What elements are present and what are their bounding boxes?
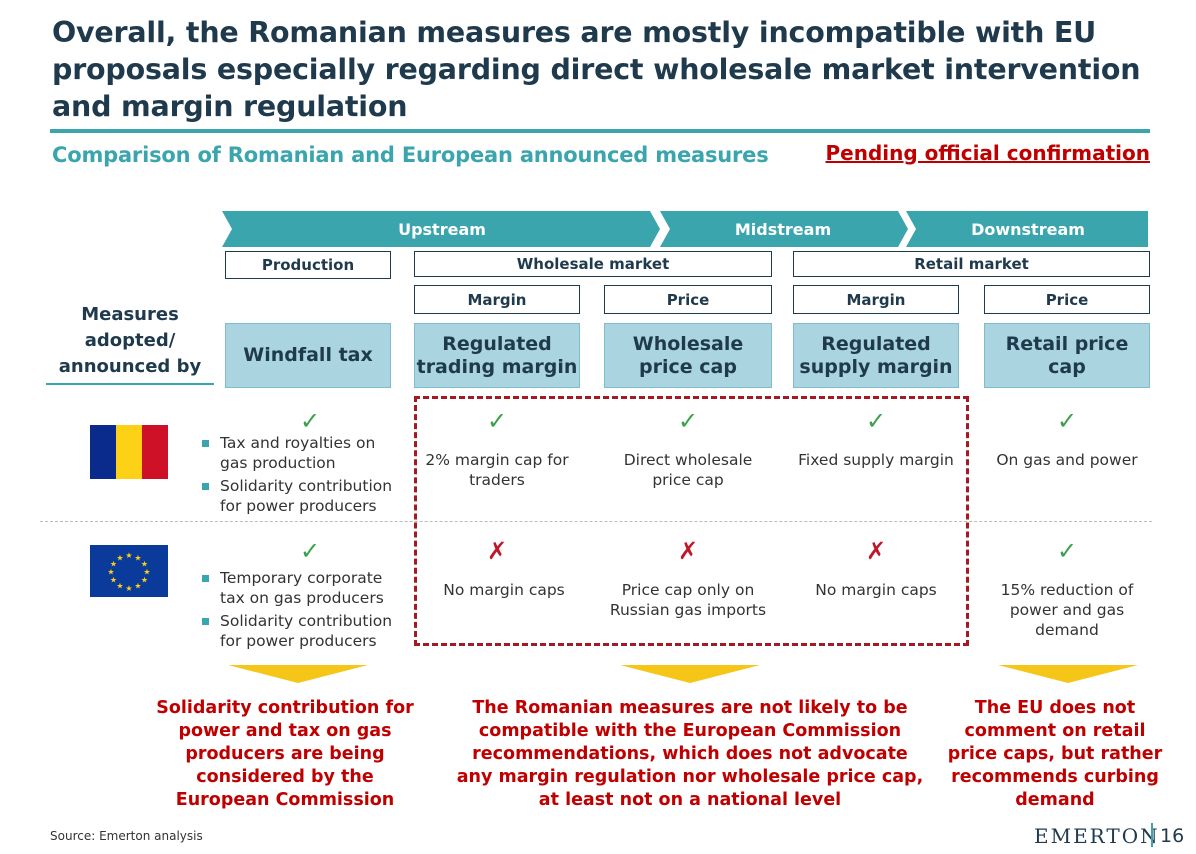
svg-text:★: ★ bbox=[141, 576, 148, 585]
eu-trading-margin: No margin caps bbox=[443, 581, 565, 599]
pending-confirmation-note: Pending official confirmation bbox=[825, 141, 1150, 165]
segment-production: Production bbox=[225, 251, 391, 279]
midstream-label: Midstream bbox=[735, 220, 831, 239]
svg-text:★: ★ bbox=[116, 554, 123, 563]
cross-icon: ✗ bbox=[677, 537, 699, 565]
right-down-arrow-icon bbox=[998, 665, 1138, 683]
midstream-chevron bbox=[660, 211, 908, 247]
romania-wholesale-cap: Direct wholesale price cap bbox=[623, 451, 753, 489]
romania-flag-icon bbox=[90, 425, 168, 479]
measure-regulated-trading-margin: Regulated trading margin bbox=[414, 323, 580, 388]
page-title: Overall, the Romanian measures are mostl… bbox=[52, 16, 1141, 123]
check-icon: ✓ bbox=[677, 407, 699, 435]
conclusion-wholesale-margin: The Romanian measures are not likely to … bbox=[456, 698, 924, 810]
title-divider bbox=[50, 129, 1150, 133]
eu-supply-margin: No margin caps bbox=[815, 581, 937, 599]
sub-segment-retail-margin: Margin bbox=[793, 285, 959, 314]
upstream-label: Upstream bbox=[398, 220, 486, 239]
conclusion-windfall: Solidarity contribution for power and ta… bbox=[156, 698, 414, 810]
measure-wholesale-price-cap: Wholesale price cap bbox=[604, 323, 772, 388]
check-icon: ✓ bbox=[299, 537, 321, 565]
incompatibility-highlight-box bbox=[414, 396, 969, 646]
check-icon: ✓ bbox=[1056, 537, 1078, 565]
svg-text:★: ★ bbox=[110, 576, 117, 585]
eu-windfall-bullets: Temporary corporate tax on gas producers… bbox=[200, 568, 405, 654]
romania-retail-cap: On gas and power bbox=[996, 451, 1138, 469]
romania-windfall-bullets: Tax and royalties on gas production Soli… bbox=[200, 433, 405, 519]
eu-flag-icon: ★ ★ ★ ★ ★ ★ ★ ★ ★ ★ ★ ★ bbox=[90, 545, 168, 597]
page-subtitle: Comparison of Romanian and European anno… bbox=[52, 143, 769, 167]
check-icon: ✓ bbox=[1056, 407, 1078, 435]
sub-segment-wholesale-margin: Margin bbox=[414, 285, 580, 314]
sub-segment-retail-price: Price bbox=[984, 285, 1150, 314]
svg-text:★: ★ bbox=[125, 551, 132, 560]
eu-wholesale-cap: Price cap only on Russian gas imports bbox=[609, 581, 767, 619]
cross-icon: ✗ bbox=[865, 537, 887, 565]
upstream-chevron bbox=[222, 211, 660, 247]
downstream-chevron bbox=[906, 211, 1148, 247]
source-note: Source: Emerton analysis bbox=[50, 829, 203, 843]
measure-windfall-tax: Windfall tax bbox=[225, 323, 391, 388]
svg-text:★: ★ bbox=[125, 584, 132, 593]
list-item: Temporary corporate tax on gas producers bbox=[200, 568, 405, 608]
svg-text:★: ★ bbox=[134, 582, 141, 591]
center-down-arrow-icon bbox=[620, 665, 760, 683]
conclusion-retail: The EU does not comment on retail price … bbox=[947, 698, 1163, 810]
svg-text:★: ★ bbox=[110, 560, 117, 569]
measures-adopted-label: Measures adopted/ announced by bbox=[58, 304, 202, 377]
svg-text:★: ★ bbox=[116, 582, 123, 591]
side-label-underline bbox=[46, 383, 214, 385]
list-item: Solidarity contribution for power produc… bbox=[200, 611, 405, 651]
brand-divider bbox=[1151, 823, 1153, 847]
brand-logo: EMERTON bbox=[1034, 824, 1160, 848]
measure-regulated-supply-margin: Regulated supply margin bbox=[793, 323, 959, 388]
check-icon: ✓ bbox=[486, 407, 508, 435]
value-chain-arrows: Upstream Midstream Downstream bbox=[222, 211, 1148, 247]
measure-retail-price-cap: Retail price cap bbox=[984, 323, 1150, 388]
cross-icon: ✗ bbox=[486, 537, 508, 565]
check-icon: ✓ bbox=[299, 407, 321, 435]
svg-text:★: ★ bbox=[134, 554, 141, 563]
svg-text:★: ★ bbox=[143, 568, 150, 577]
segment-wholesale-market: Wholesale market bbox=[414, 251, 772, 277]
left-down-arrow-icon bbox=[228, 665, 368, 683]
page-number: 16 bbox=[1160, 825, 1185, 847]
downstream-label: Downstream bbox=[971, 220, 1085, 239]
svg-text:★: ★ bbox=[141, 560, 148, 569]
svg-text:★: ★ bbox=[107, 568, 114, 577]
list-item: Tax and royalties on gas production bbox=[200, 433, 405, 473]
romania-supply-margin: Fixed supply margin bbox=[798, 451, 954, 469]
eu-retail-cap: 15% reduction of power and gas demand bbox=[1000, 581, 1134, 639]
row-separator bbox=[40, 521, 1152, 522]
segment-retail-market: Retail market bbox=[793, 251, 1150, 277]
list-item: Solidarity contribution for power produc… bbox=[200, 476, 405, 516]
romania-trading-margin: 2% margin cap for traders bbox=[425, 451, 569, 489]
check-icon: ✓ bbox=[865, 407, 887, 435]
sub-segment-wholesale-price: Price bbox=[604, 285, 772, 314]
